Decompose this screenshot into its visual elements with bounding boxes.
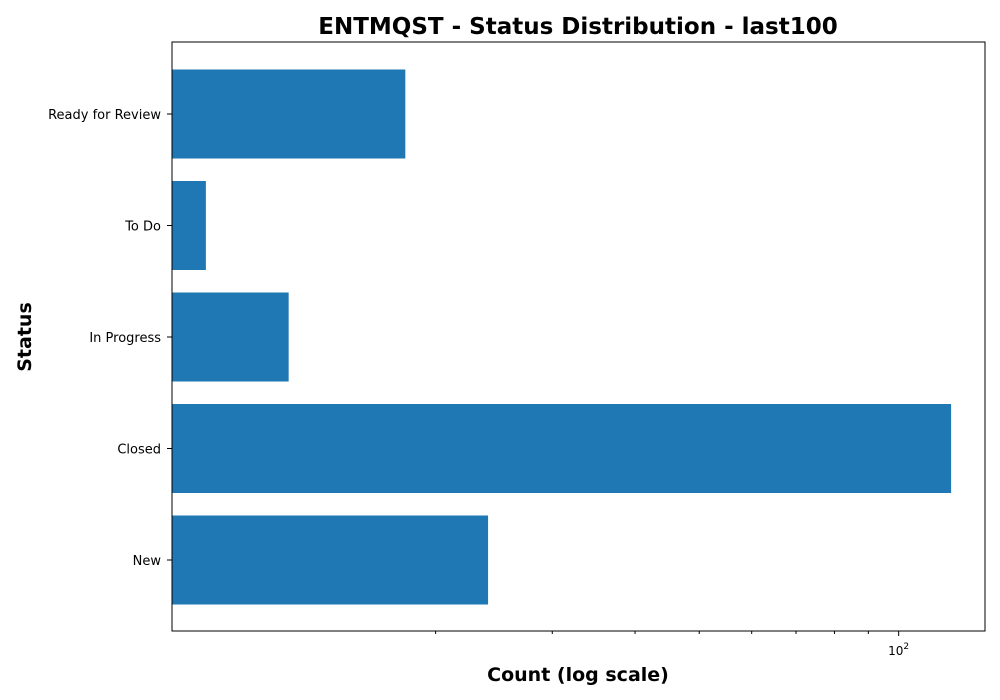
y-tick-label: New [133,554,162,569]
bar [172,69,406,159]
bar [172,404,952,493]
y-tick-label: In Progress [89,331,161,346]
y-tick-label: To Do [124,220,161,235]
y-axis-label: Status [14,302,36,372]
y-tick-label: Ready for Review [48,108,161,123]
bars-group [172,69,952,605]
bar [172,515,489,605]
y-tick-label: Closed [117,443,161,458]
x-tick-label: 102 [888,642,909,658]
x-axis-ticks: 102 [435,631,909,658]
bar [172,181,206,270]
chart-title: ENTMQST - Status Distribution - last100 [318,14,838,40]
y-axis-ticks: Ready for Review To Do In Progress Closed Ne… [48,108,172,569]
bar [172,292,289,382]
x-axis-label: Count (log scale) [487,664,669,686]
